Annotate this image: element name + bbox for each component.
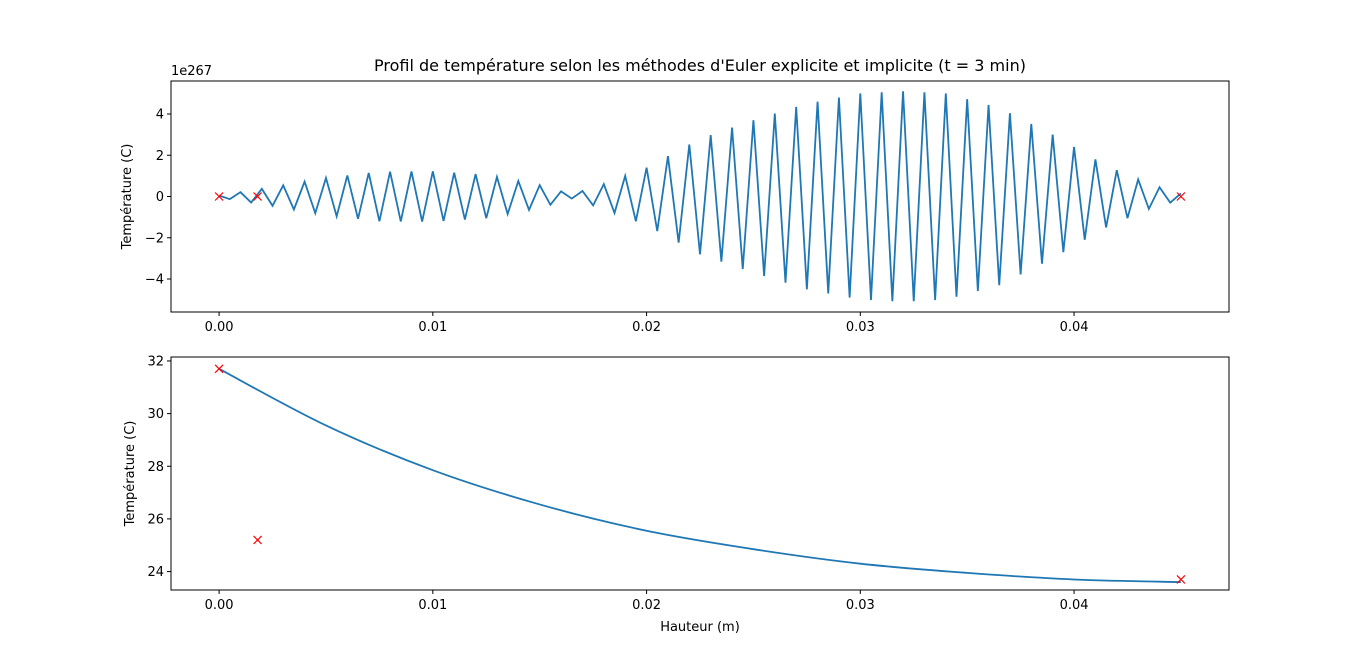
axes-top-frame <box>170 80 1230 313</box>
top-marker-x <box>214 192 224 201</box>
top-ytick-label: −2 <box>145 231 164 246</box>
top-xtick-label: 0.03 <box>846 320 875 335</box>
top-ytick-label: 0 <box>156 190 164 205</box>
bottom-xtick-label: 0.02 <box>632 598 661 613</box>
bottom-ytick-label: 30 <box>147 407 164 422</box>
bottom-ytick-label: 26 <box>147 512 164 527</box>
top-xtick-label: 0.00 <box>205 320 234 335</box>
bottom-xtick-label: 0.03 <box>846 598 875 613</box>
top-xtick-label: 0.04 <box>1060 320 1089 335</box>
top-marker-x <box>1176 192 1186 201</box>
top-xtick-label: 0.02 <box>632 320 661 335</box>
bottom-ytick-label: 28 <box>147 460 164 475</box>
top-ytick-label: −4 <box>145 273 164 288</box>
chart-title: Profil de température selon les méthodes… <box>374 56 1026 75</box>
bottom-ytick-label: 32 <box>147 354 164 369</box>
xlabel-bottom: Hauteur (m) <box>660 620 740 635</box>
bottom-xtick-label: 0.00 <box>205 598 234 613</box>
axes-bottom-frame <box>170 356 1230 591</box>
bottom-series-line <box>218 368 1181 583</box>
top-ytick-label: 4 <box>156 108 164 123</box>
series-top <box>214 91 1186 302</box>
bottom-xtick-label: 0.04 <box>1060 598 1089 613</box>
ylabel-bottom: Température (C) <box>123 421 138 528</box>
top-ytick-label: 2 <box>156 149 164 164</box>
series-bottom <box>214 364 1186 584</box>
ylabel-top: Température (C) <box>120 144 135 251</box>
top-xtick-label: 0.01 <box>418 320 447 335</box>
bottom-marker-x <box>214 364 224 374</box>
top-marker-x <box>253 192 262 201</box>
bottom-marker-x <box>1176 575 1186 584</box>
y-ticks-top: −4 −2 0 2 4 <box>145 108 171 288</box>
x-ticks-bottom: 0.00 0.01 0.02 0.03 0.04 <box>205 590 1089 613</box>
bottom-xtick-label: 0.01 <box>418 598 447 613</box>
offset-text: 1e267 <box>171 64 212 79</box>
bottom-ytick-label: 24 <box>147 565 164 580</box>
bottom-marker-x <box>253 535 262 545</box>
y-ticks-bottom: 24 26 28 30 32 <box>147 354 171 580</box>
x-ticks-top: 0.00 0.01 0.02 0.03 0.04 <box>205 312 1089 335</box>
top-series-line <box>218 91 1182 302</box>
axes-top: 1e267 Température (C) 0.00 0.01 0.02 0.03 0.… <box>120 64 1230 335</box>
axes-bottom: Température (C) Hauteur (m) 0.00 0.01 0.02… <box>123 354 1230 635</box>
